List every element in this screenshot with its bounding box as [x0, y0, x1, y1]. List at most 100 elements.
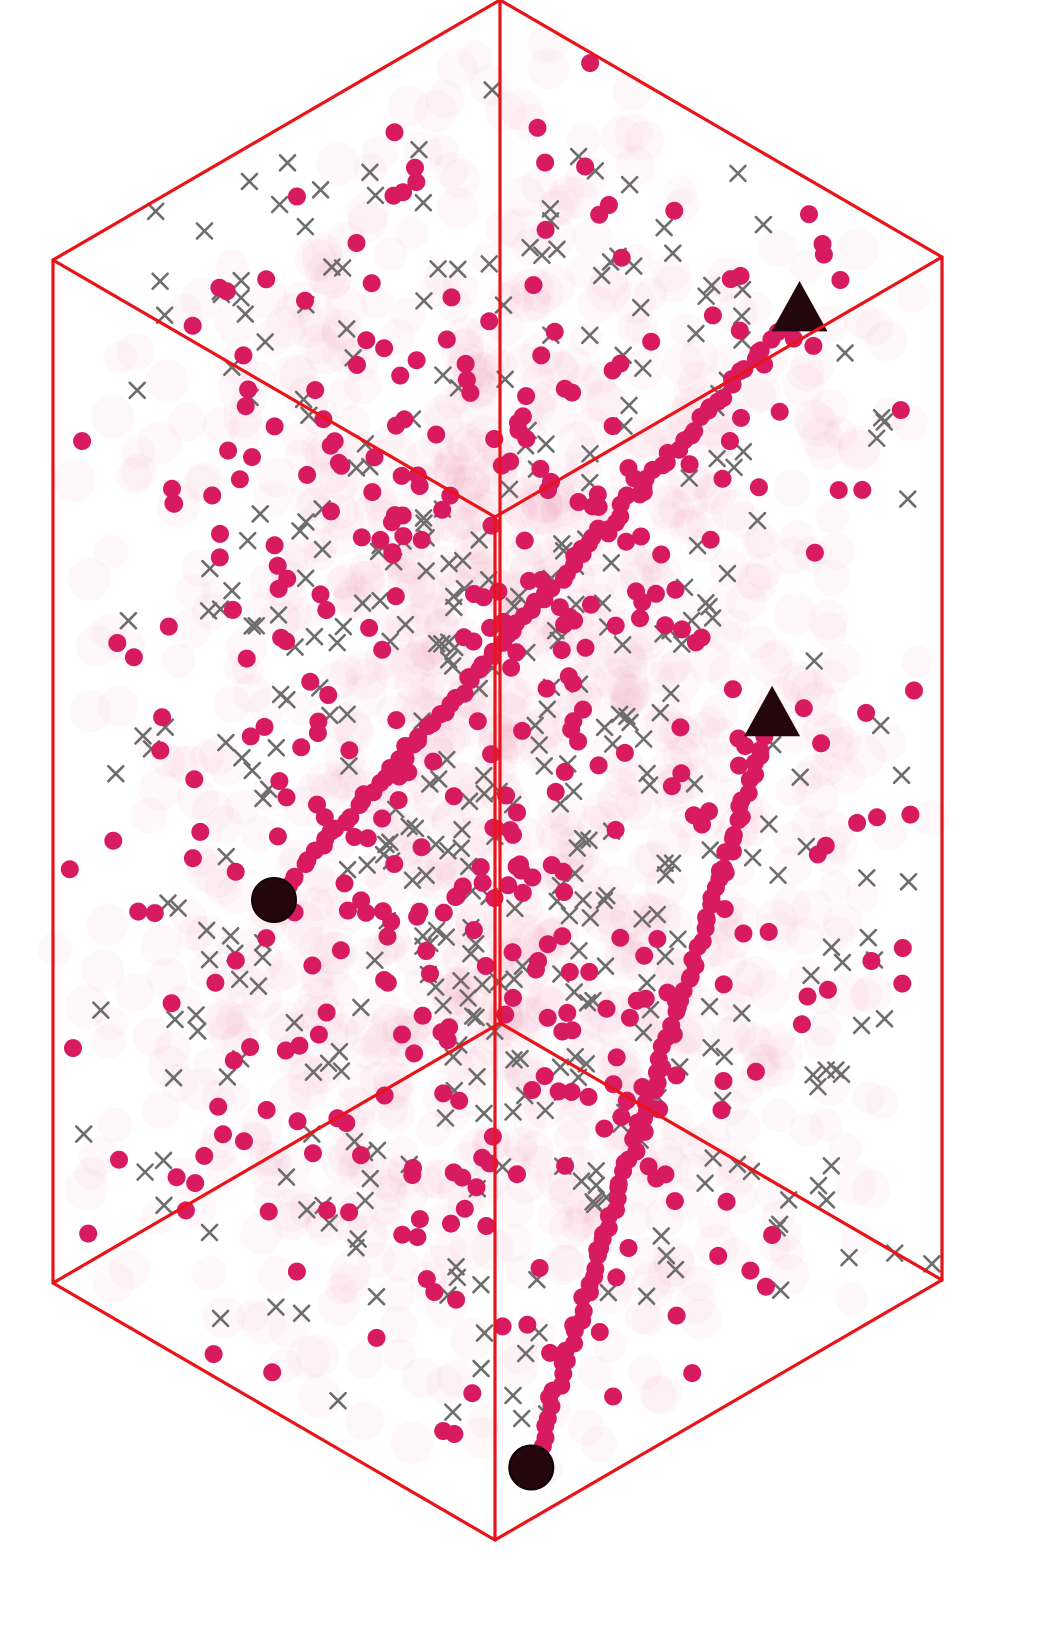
haze-dot [643, 660, 676, 693]
cross-marker [566, 1047, 585, 1066]
haze-dot [289, 478, 330, 520]
haze-dot [452, 461, 492, 501]
haze-dot [224, 790, 260, 826]
circle-marker [684, 806, 703, 825]
circle-marker [331, 941, 350, 960]
cross-marker [511, 1049, 529, 1068]
haze-dot [162, 744, 198, 781]
haze-dot [344, 651, 381, 688]
circle-marker [373, 902, 392, 921]
box-edge [498, 0, 944, 259]
cross-marker [725, 458, 743, 477]
circle-marker [749, 478, 768, 497]
cross-marker [840, 1248, 858, 1267]
haze-dot [675, 1282, 717, 1324]
circle-marker [272, 628, 291, 647]
circle-marker [502, 658, 521, 677]
haze-dot [867, 722, 907, 763]
circle-marker [603, 417, 622, 435]
cross-marker [414, 193, 433, 212]
circle-marker [352, 528, 371, 547]
cross-marker [696, 1174, 714, 1192]
circle-marker [848, 813, 867, 832]
circle-marker [531, 459, 550, 478]
haze-dot [215, 249, 249, 283]
cross-marker [637, 1287, 656, 1306]
haze-dot [469, 374, 503, 408]
cross-marker [592, 266, 611, 285]
haze-dot [499, 208, 544, 253]
circle-marker [538, 935, 557, 954]
haze-dot [198, 735, 239, 776]
haze-dot [458, 40, 493, 75]
haze-dot [271, 1201, 311, 1241]
circle-marker [590, 1323, 609, 1341]
cross-marker [462, 944, 480, 963]
haze-dot [866, 320, 907, 362]
cross-marker [358, 856, 376, 874]
circle-marker [438, 1031, 457, 1050]
circle-marker [620, 1008, 639, 1027]
cross-marker [898, 490, 917, 508]
cross-marker [822, 938, 841, 956]
haze-dot [76, 624, 119, 668]
circle-marker [732, 408, 750, 427]
haze-dot [585, 381, 627, 423]
circle-marker [371, 530, 390, 549]
cross-marker [328, 633, 347, 652]
circle-marker [265, 536, 284, 555]
haze-dot [738, 563, 778, 603]
cross-marker [107, 764, 125, 783]
haze-dot [212, 685, 251, 724]
cross-marker [771, 1281, 790, 1299]
cross-marker [631, 298, 650, 317]
haze-dot [647, 1253, 688, 1294]
circle-marker [646, 584, 665, 603]
cross-marker [353, 594, 372, 612]
haze-dot [444, 422, 485, 462]
circle-marker [399, 763, 418, 782]
haze-dot [253, 480, 291, 518]
cross-marker [256, 333, 274, 351]
haze-dot [823, 416, 858, 451]
haze-dot [390, 1421, 434, 1465]
haze-dot [562, 1187, 600, 1225]
haze-dot [670, 312, 703, 346]
cross-marker [447, 1258, 465, 1276]
haze-dot [786, 917, 824, 955]
haze-dot [322, 761, 361, 800]
circle-marker [891, 401, 910, 420]
circle-marker [269, 579, 288, 598]
haze-dot [431, 801, 466, 836]
cross-marker [218, 1068, 237, 1086]
haze-dot [651, 501, 686, 536]
haze-dot [430, 800, 473, 843]
haze-dot [206, 1154, 243, 1191]
cross-marker [434, 996, 452, 1015]
haze-dot [742, 373, 782, 413]
cross-marker [703, 609, 722, 627]
cross-marker [610, 705, 629, 724]
circle-marker [393, 506, 412, 525]
haze-dot [153, 1030, 191, 1068]
cross-marker [427, 634, 446, 653]
cross-marker [232, 271, 250, 290]
cross-marker [666, 1260, 685, 1279]
circle-marker [406, 158, 424, 177]
haze-dot [669, 732, 709, 772]
haze-dot [94, 1006, 128, 1041]
haze-dot [579, 378, 624, 423]
haze-dot [318, 701, 359, 741]
haze-dot [453, 526, 487, 561]
circle-marker [555, 883, 574, 901]
haze-dot [394, 662, 436, 705]
circle-marker [441, 486, 460, 505]
cross-marker [271, 685, 290, 704]
circle-marker [853, 480, 872, 499]
cross-marker [833, 953, 852, 972]
circle-marker [642, 332, 661, 351]
cross-marker [512, 1409, 531, 1428]
haze-dot [638, 1275, 673, 1309]
circle-marker [537, 679, 556, 698]
